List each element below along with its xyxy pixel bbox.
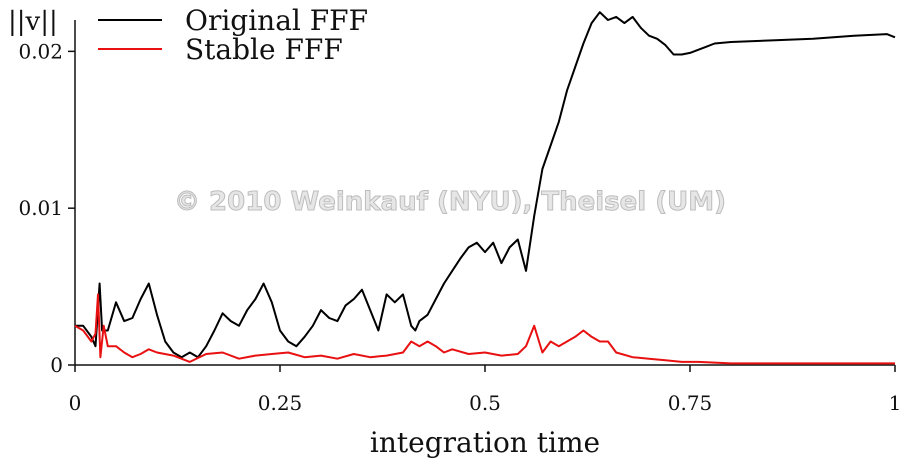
series-line-stable-fff — [74, 293, 895, 365]
x-tick-label: 0.5 — [469, 391, 501, 415]
x-tick-label: 0.75 — [668, 391, 713, 415]
y-ticks: 0 0.01 0.02 — [18, 39, 75, 377]
watermark-text: © 2010 Weinkauf (NYU), Theisel (UM) — [174, 187, 726, 217]
x-ticks: 0 0.25 0.5 0.75 1 — [69, 365, 900, 415]
legend-label-original: Original FFF — [185, 4, 368, 37]
legend-label-stable: Stable FFF — [185, 33, 343, 66]
y-tick-label: 0.02 — [18, 39, 63, 63]
x-tick-label: 0 — [69, 391, 82, 415]
x-tick-label: 1 — [889, 391, 900, 415]
y-tick-label: 0 — [50, 353, 63, 377]
series-layer — [74, 11, 896, 365]
x-tick-label: 0.25 — [258, 391, 303, 415]
legend: Original FFF Stable FFF — [98, 4, 368, 66]
series-line-original-fff — [75, 11, 896, 359]
y-tick-label: 0.01 — [18, 196, 63, 220]
x-axis-title: integration time — [370, 426, 600, 459]
y-axis-title: ||v|| — [8, 7, 58, 37]
